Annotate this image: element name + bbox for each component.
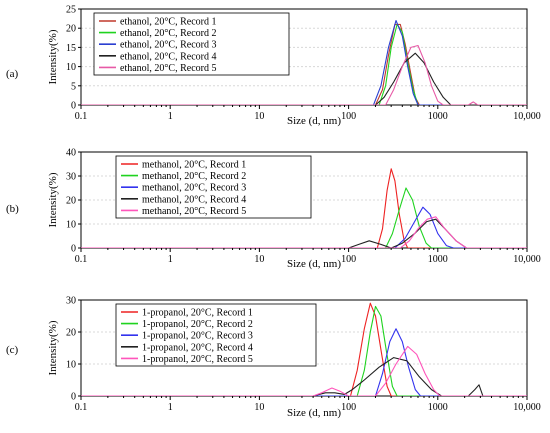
y-axis-label: Intensity(%): [47, 320, 59, 375]
y-tick-label: 10: [66, 360, 76, 371]
x-tick-label: 1000: [428, 402, 448, 413]
series-line-4: [81, 357, 527, 396]
x-tick-label: 10,000: [513, 254, 541, 265]
series-line-3: [81, 328, 527, 396]
legend-entry: 1-propanol, 20°C, Record 1: [142, 308, 253, 319]
x-axis-label: Size (d, nm): [287, 115, 341, 127]
chart-panel-1: (a) 0 5 10 15 20 25 0.1 1 10 100 1000 10,000 Size (d,…: [6, 5, 541, 128]
x-tick-label: 0.1: [75, 254, 88, 265]
series-line-2: [81, 187, 527, 248]
legend-entry: 1-propanol, 20°C, Record 4: [142, 342, 253, 353]
series-line-1: [81, 302, 527, 396]
legend-entry: 1-propanol, 20°C, Record 5: [142, 354, 253, 365]
legend-entry: methanol, 20°C, Record 3: [142, 183, 246, 194]
x-tick-label: 10,000: [513, 111, 541, 122]
series-line-3: [81, 206, 527, 248]
legend-box: [115, 155, 312, 219]
legend-entry: methanol, 20°C, Record 5: [142, 206, 246, 217]
legend-entry: 1-propanol, 20°C, Record 3: [142, 331, 253, 342]
x-tick-label: 100: [341, 402, 356, 413]
x-axis-label: Size (d, nm): [287, 258, 341, 270]
x-tick-label: 0.1: [75, 402, 88, 413]
legend-entry: ethanol, 20°C, Record 5: [120, 63, 216, 74]
legend-entry: ethanol, 20°C, Record 2: [120, 28, 216, 39]
x-tick-label: 1000: [428, 111, 448, 122]
series-line-5: [81, 44, 527, 105]
y-tick-label: 20: [66, 328, 76, 339]
y-tick-label: 0: [71, 244, 76, 255]
y-tick-label: 0: [71, 101, 76, 112]
x-tick-label: 1: [168, 111, 173, 122]
x-tick-label: 100: [341, 254, 356, 265]
legend: 1-propanol, 20°C, Record 11-propanol, 20…: [115, 303, 317, 367]
y-tick-label: 20: [66, 24, 76, 35]
y-tick-label: 15: [66, 43, 76, 54]
series-line-5: [81, 216, 527, 248]
y-tick-label: 10: [66, 62, 76, 73]
x-tick-label: 0.1: [75, 111, 88, 122]
panel-label: (a): [6, 68, 19, 80]
legend-entry: methanol, 20°C, Record 2: [142, 171, 246, 182]
legend-entry: ethanol, 20°C, Record 1: [120, 17, 216, 28]
y-tick-label: 20: [66, 196, 76, 207]
series-line-3: [81, 19, 527, 105]
legend-box: [93, 12, 290, 76]
x-tick-label: 1000: [428, 254, 448, 265]
x-tick-label: 10: [254, 402, 264, 413]
series-line-1: [81, 168, 527, 248]
legend-box: [115, 303, 317, 367]
y-tick-label: 30: [66, 172, 76, 183]
series-line-4: [81, 52, 527, 105]
legend-entry: ethanol, 20°C, Record 3: [120, 40, 216, 51]
x-tick-label: 1: [168, 254, 173, 265]
series-group: [81, 19, 527, 105]
panel-label: (c): [6, 344, 19, 356]
y-tick-label: 10: [66, 220, 76, 231]
legend-entry: 1-propanol, 20°C, Record 2: [142, 319, 253, 330]
x-axis-label: Size (d, nm): [287, 407, 341, 419]
y-tick-label: 0: [71, 392, 76, 403]
series-group: [81, 302, 527, 396]
legend-entry: methanol, 20°C, Record 1: [142, 160, 246, 171]
y-tick-label: 25: [66, 5, 76, 16]
x-tick-label: 10: [254, 111, 264, 122]
chart-panel-2: (b) 0 10 20 30 40 0.1 1 10 100 1000 10,000 Size (d, …: [6, 148, 541, 271]
y-axis-label: Intensity(%): [47, 29, 59, 84]
y-axis-label: Intensity(%): [47, 172, 59, 227]
series-group: [81, 168, 527, 248]
x-tick-label: 10,000: [513, 402, 541, 413]
panel-label: (b): [6, 203, 19, 215]
y-tick-label: 5: [71, 81, 76, 92]
x-tick-label: 10: [254, 254, 264, 265]
x-tick-label: 1: [168, 402, 173, 413]
y-tick-label: 40: [66, 148, 76, 159]
series-line-5: [81, 345, 527, 396]
chart-panel-3: (c) 0 10 20 30 0.1 1 10 100 1000 10,000 Size (d, nm…: [6, 296, 541, 420]
legend-entry: ethanol, 20°C, Record 4: [120, 51, 216, 62]
y-tick-label: 30: [66, 296, 76, 307]
legend-entry: methanol, 20°C, Record 4: [142, 194, 246, 205]
x-tick-label: 100: [341, 111, 356, 122]
